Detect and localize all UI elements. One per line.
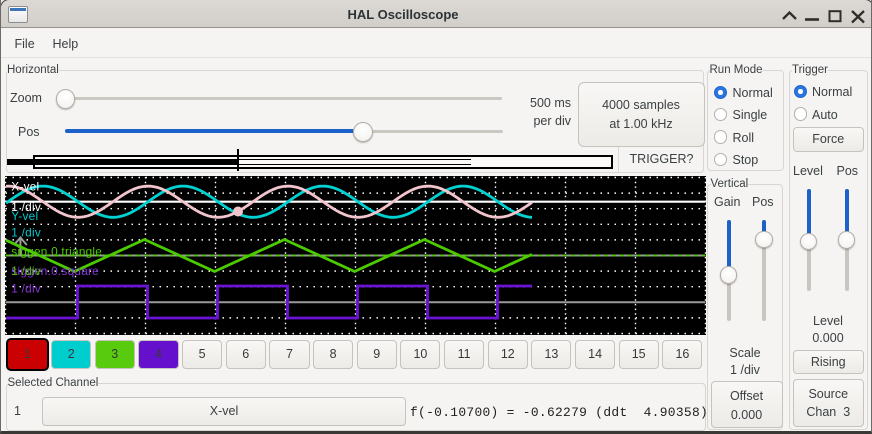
svg-text:1 /div: 1 /div: [11, 264, 41, 278]
svg-text:1 /div: 1 /div: [11, 200, 41, 214]
svg-text:siggen.0.triangle: siggen.0.triangle: [11, 245, 102, 259]
svg-text:1 /div: 1 /div: [11, 282, 41, 296]
svg-text:X-vel: X-vel: [11, 180, 39, 194]
svg-text:Y-vel: Y-vel: [11, 209, 38, 223]
svg-text:siggen.0.square: siggen.0.square: [11, 264, 99, 278]
svg-text:1 /div: 1 /div: [11, 225, 41, 239]
